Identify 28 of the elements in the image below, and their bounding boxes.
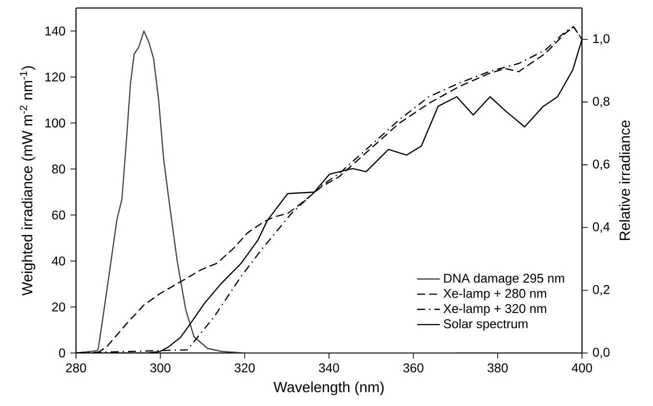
y2-tick-label: 0,0	[592, 348, 610, 358]
y-axis-title: Weighted irradiance (mW m$^{-2}$ nm$^{-1}$)	[20, 66, 36, 296]
y-tick-label: 40	[52, 256, 66, 266]
x-tick-label: 320	[234, 363, 255, 372]
x-tick-label: 300	[150, 363, 170, 372]
y2-tick-label: 0,6	[592, 160, 610, 170]
y-tick-label: 120	[45, 72, 66, 82]
y-tick-label: 0	[59, 348, 66, 358]
legend-label: Solar spectrum	[444, 318, 528, 331]
x-axis-title: Wavelength (nm)	[274, 382, 384, 396]
y-tick-label: 80	[52, 164, 66, 174]
y-tick-label: 20	[52, 302, 66, 312]
y2-tick-label: 0,8	[592, 96, 610, 108]
y2-tick-label: 0,4	[592, 222, 610, 233]
x-tick-label: 340	[318, 363, 340, 372]
y2-axis-title: Relative irradiance	[619, 120, 630, 240]
x-tick-label: 280	[66, 363, 86, 372]
y-tick-label: 140	[45, 26, 66, 36]
y-tick-label: 60	[52, 210, 66, 220]
x-tick-label: 400	[572, 363, 592, 372]
x-tick-label: 380	[488, 363, 508, 372]
legend-label: Xe-lamp + 280 nm	[443, 288, 546, 300]
y2-tick-label: 1,0	[593, 34, 610, 45]
y-tick-label: 100	[45, 118, 66, 128]
legend-label: Xe-lamp + 320 nm	[443, 304, 546, 316]
y2-tick-label: 0,2	[592, 285, 610, 296]
legend-label: DNA damage 295 nm	[444, 273, 564, 286]
x-tick-label: 360	[403, 363, 424, 372]
